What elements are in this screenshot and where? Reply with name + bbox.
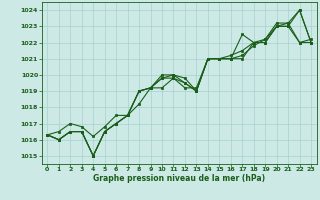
X-axis label: Graphe pression niveau de la mer (hPa): Graphe pression niveau de la mer (hPa) (93, 174, 265, 183)
